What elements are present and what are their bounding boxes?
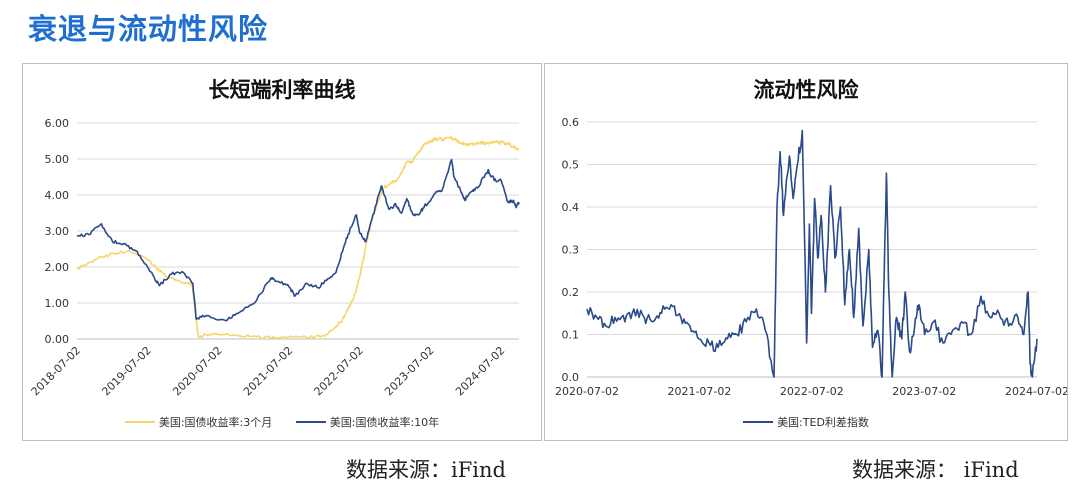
liquidity-chart-panel: 流动性风险 0.0 0.1 0.2 0.3 0.4 0.5 0.6 2020-07-02 202… — [544, 63, 1069, 441]
x-tick-label: 2022-07-02 — [780, 385, 844, 398]
liquidity-chart-legend: 美国:TED利差指数 — [545, 413, 1067, 430]
x-tick-label: 2021-07-02 — [241, 344, 295, 398]
x-tick-label: 2020-07-02 — [555, 385, 619, 398]
x-tick-label: 2024-07-02 — [1005, 385, 1067, 398]
x-tick-label: 2022-07-02 — [312, 344, 366, 398]
series-line — [586, 129, 1038, 378]
y-tick-label: 5.00 — [45, 153, 70, 166]
x-tick-label: 2021-07-02 — [667, 385, 731, 398]
x-tick-label: 2023-07-02 — [892, 385, 956, 398]
y-tick-label: 4.00 — [45, 189, 70, 202]
y-tick-label: 0.2 — [562, 286, 580, 299]
x-tick-label: 2019-07-02 — [99, 344, 153, 398]
legend-item-ted: 美国:TED利差指数 — [743, 414, 869, 430]
chart-title: 长短端利率曲线 — [208, 78, 356, 102]
rates-chart-svg: 0.00 1.00 2.00 3.00 4.00 5.00 6.00 2018-07-02 20… — [29, 117, 520, 398]
legend-swatch-ted — [743, 421, 774, 423]
liquidity-chart-svg: 0.0 0.1 0.2 0.3 0.4 0.5 0.6 2020-07-02 2021-07-0… — [555, 116, 1069, 398]
legend-item-3m: 美国:国债收益率:3个月 — [124, 414, 273, 430]
y-tick-label: 0.00 — [45, 333, 70, 346]
series-line — [76, 158, 520, 322]
chart-title: 流动性风险 — [753, 78, 859, 102]
y-tick-label: 2.00 — [45, 261, 70, 274]
x-tick-label: 2020-07-02 — [170, 344, 224, 398]
y-tick-label: 0.3 — [562, 244, 580, 257]
y-tick-label: 0.6 — [562, 116, 580, 129]
legend-item-10y: 美国:国债收益率:10年 — [295, 414, 440, 430]
page-title: 衰退与流动性风险 — [28, 12, 269, 46]
legend-label-3m: 美国:国债收益率:3个月 — [158, 416, 273, 429]
x-tick-label: 2023-07-02 — [382, 344, 436, 398]
data-source-right: 数据来源： iFind — [852, 458, 1019, 482]
legend-label-ted: 美国:TED利差指数 — [777, 416, 869, 429]
y-tick-label: 0.0 — [562, 371, 580, 384]
rates-chart-panel: 长短端利率曲线 0.00 1.00 2.00 3.00 4.00 5.00 6.00 2018… — [22, 63, 542, 441]
y-tick-label: 0.5 — [562, 159, 580, 172]
y-tick-label: 6.00 — [45, 117, 70, 130]
data-source-left: 数据来源：iFind — [346, 458, 506, 482]
legend-label-10y: 美国:国债收益率:10年 — [329, 416, 440, 429]
y-tick-label: 1.00 — [45, 297, 70, 310]
rates-chart-legend: 美国:国债收益率:3个月 美国:国债收益率:10年 — [23, 413, 541, 430]
y-tick-label: 0.1 — [562, 329, 580, 342]
x-tick-label: 2018-07-02 — [29, 344, 83, 398]
x-tick-label: 2024-07-02 — [453, 344, 507, 398]
legend-swatch-10y — [295, 421, 326, 423]
legend-swatch-3m — [124, 421, 155, 423]
y-tick-label: 0.4 — [562, 201, 580, 214]
y-tick-label: 3.00 — [45, 225, 70, 238]
